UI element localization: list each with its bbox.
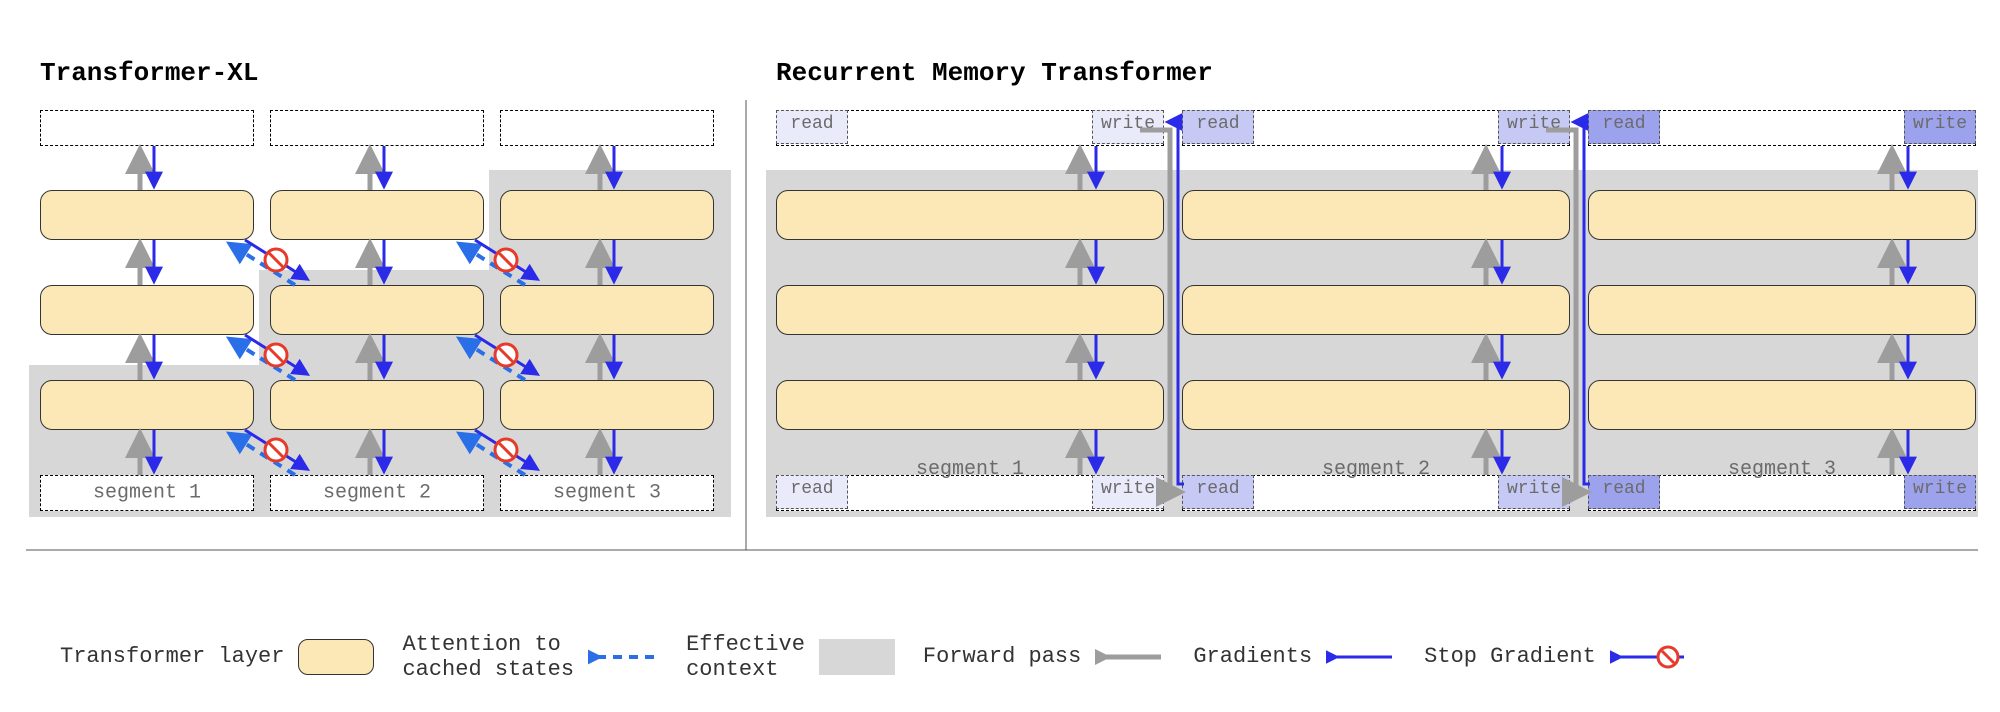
legend-label: Gradients xyxy=(1193,644,1312,669)
transformer-layer xyxy=(1588,190,1976,240)
transformer-layer xyxy=(1182,285,1570,335)
legend-label: Transformer layer xyxy=(60,644,284,669)
transformer-layer xyxy=(270,190,484,240)
transformer-layer xyxy=(1588,380,1976,430)
segment-box: segment 3 xyxy=(500,475,714,511)
title-left: Transformer-XL xyxy=(40,58,258,88)
legend-gradients: Gradients xyxy=(1193,644,1396,669)
transformer-layer xyxy=(1588,285,1976,335)
segment-label: segment 3 xyxy=(501,482,713,505)
legend-label: Forward pass xyxy=(923,644,1081,669)
legend-label: Effective context xyxy=(686,632,805,683)
segment-box: segment 1 xyxy=(40,475,254,511)
swatch-context-icon xyxy=(819,639,895,675)
segment-box: segment 2 xyxy=(270,475,484,511)
transformer-layer xyxy=(1182,380,1570,430)
transformer-layer xyxy=(1182,190,1570,240)
legend-label: Stop Gradient xyxy=(1424,644,1596,669)
title-right: Recurrent Memory Transformer xyxy=(776,58,1213,88)
mem-write: write xyxy=(1092,475,1164,509)
legend-forward: Forward pass xyxy=(923,644,1165,669)
segment-label: segment 1 xyxy=(41,482,253,505)
transformer-layer xyxy=(776,380,1164,430)
legend-attention: Attention to cached states xyxy=(402,632,658,683)
transformer-layer xyxy=(776,190,1164,240)
transformer-layer xyxy=(500,380,714,430)
legend-context: Effective context xyxy=(686,632,895,683)
mem-write: write xyxy=(1904,110,1976,144)
mem-read: read xyxy=(1182,110,1254,144)
mem-write: write xyxy=(1092,110,1164,144)
mem-read: read xyxy=(1588,110,1660,144)
transformer-layer xyxy=(270,285,484,335)
mem-write: write xyxy=(1904,475,1976,509)
mem-read: read xyxy=(776,110,848,144)
transformer-layer xyxy=(40,380,254,430)
transformer-layer xyxy=(500,285,714,335)
swatch-layer-icon xyxy=(298,639,374,675)
output-box xyxy=(40,110,254,146)
segment-label: segment 2 xyxy=(271,482,483,505)
diagram-root: Transformer-XL Recurrent Memory Transfor… xyxy=(20,20,1980,692)
attention-arrow-icon xyxy=(588,647,658,667)
mem-write: write xyxy=(1498,110,1570,144)
legend-label: Attention to cached states xyxy=(402,632,574,683)
transformer-layer xyxy=(40,190,254,240)
mem-write: write xyxy=(1498,475,1570,509)
legend-transformer-layer: Transformer layer xyxy=(60,639,374,675)
gradient-arrow-icon xyxy=(1326,647,1396,667)
transformer-layer xyxy=(40,285,254,335)
output-box xyxy=(500,110,714,146)
forward-arrow-icon xyxy=(1095,647,1165,667)
transformer-layer xyxy=(270,380,484,430)
transformer-layer xyxy=(776,285,1164,335)
transformer-layer xyxy=(500,190,714,240)
stop-gradient-icon xyxy=(1610,644,1688,670)
legend-stop-gradient: Stop Gradient xyxy=(1424,644,1688,670)
legend: Transformer layer Attention to cached st… xyxy=(20,622,1980,692)
output-box xyxy=(270,110,484,146)
